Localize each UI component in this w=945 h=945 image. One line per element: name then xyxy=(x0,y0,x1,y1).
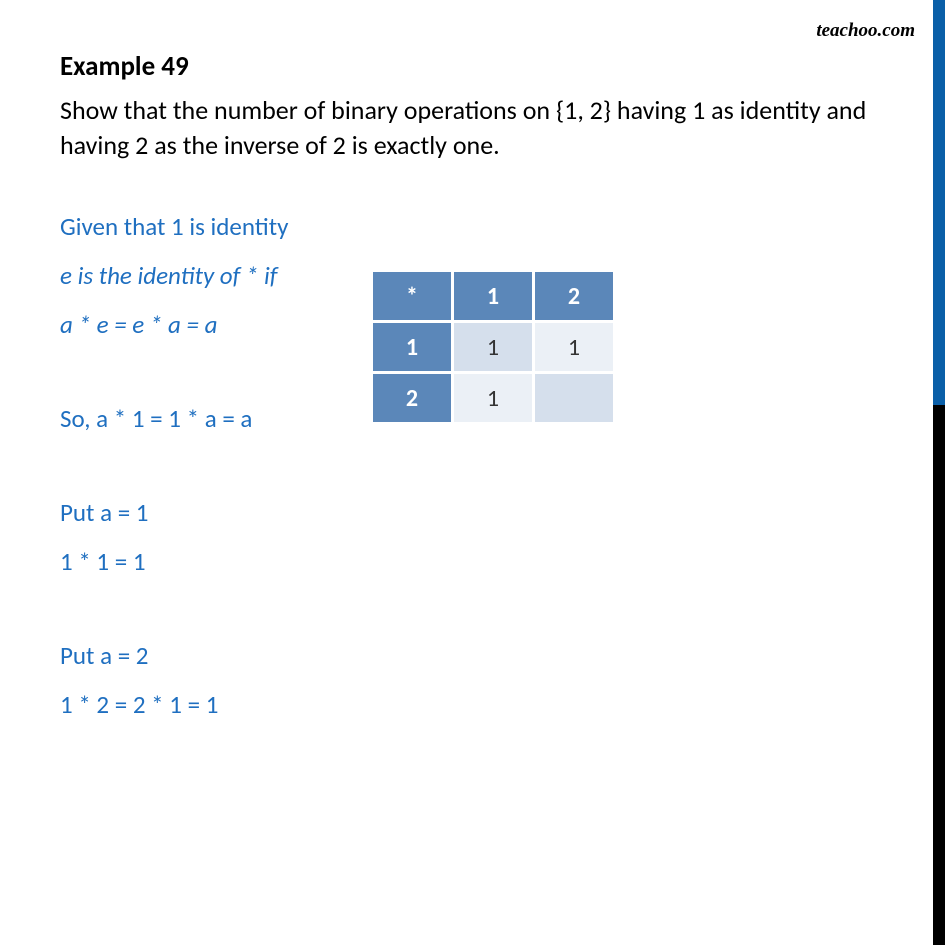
solution-line: Given that 1 is identity xyxy=(60,211,905,242)
table-row: * 1 2 xyxy=(373,272,613,320)
solution-line: 1 * 2 = 2 * 1 = 1 xyxy=(60,689,905,720)
problem-statement: Show that the number of binary operation… xyxy=(60,93,905,163)
table-header-cell: 2 xyxy=(535,272,613,320)
table-header-cell: * xyxy=(373,272,451,320)
example-title: Example 49 xyxy=(60,50,905,83)
solution-line: Put a = 1 xyxy=(60,497,905,528)
solution-line: Put a = 2 xyxy=(60,640,905,671)
table-row: 1 1 1 xyxy=(373,323,613,371)
table-row: 2 1 xyxy=(373,374,613,422)
side-accent-blue xyxy=(933,0,945,405)
table-header-cell: 1 xyxy=(454,272,532,320)
solution-line: 1 * 1 = 1 xyxy=(60,546,905,577)
side-accent-black xyxy=(933,405,945,945)
table-header-cell: 1 xyxy=(373,323,451,371)
table-cell: 1 xyxy=(535,323,613,371)
watermark: teachoo.com xyxy=(816,20,915,42)
operation-table: * 1 2 1 1 1 2 1 xyxy=(370,269,616,425)
table-header-cell: 2 xyxy=(373,374,451,422)
solution-area: * 1 2 1 1 1 2 1 Given that 1 is identity… xyxy=(60,211,905,720)
table-cell xyxy=(535,374,613,422)
table-cell: 1 xyxy=(454,374,532,422)
table-cell: 1 xyxy=(454,323,532,371)
content-area: Example 49 Show that the number of binar… xyxy=(0,0,945,778)
